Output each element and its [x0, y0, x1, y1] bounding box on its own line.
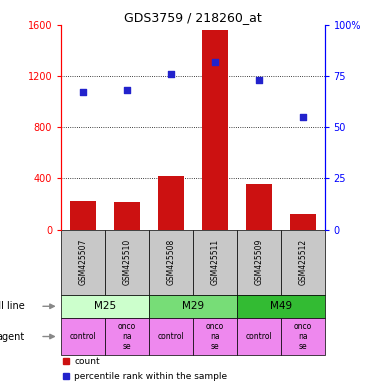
Text: M49: M49 [270, 301, 292, 311]
Text: GSM425507: GSM425507 [79, 239, 88, 285]
Point [168, 71, 174, 77]
Text: M25: M25 [94, 301, 116, 311]
Text: M29: M29 [182, 301, 204, 311]
Bar [114, 202, 140, 230]
Text: cell line: cell line [0, 301, 24, 311]
Text: GSM425511: GSM425511 [210, 239, 219, 285]
Title: GDS3759 / 218260_at: GDS3759 / 218260_at [124, 11, 262, 24]
Text: GSM425509: GSM425509 [254, 239, 263, 285]
Text: onco
na
se: onco na se [118, 322, 136, 351]
Point [300, 114, 306, 120]
Bar [289, 214, 316, 230]
Text: control: control [158, 332, 184, 341]
Bar [149, 230, 193, 295]
Bar [202, 30, 228, 230]
Bar [61, 318, 105, 355]
Point [256, 77, 262, 83]
Bar [237, 230, 281, 295]
Text: agent: agent [0, 331, 24, 341]
Bar [105, 230, 149, 295]
Bar [237, 318, 281, 355]
Text: GSM425510: GSM425510 [122, 239, 132, 285]
Bar [158, 177, 184, 230]
Text: control: control [70, 332, 96, 341]
Bar [281, 318, 325, 355]
Text: GSM425508: GSM425508 [167, 239, 175, 285]
Bar [193, 318, 237, 355]
Point [124, 88, 130, 94]
Bar [281, 230, 325, 295]
Text: percentile rank within the sample: percentile rank within the sample [75, 372, 227, 381]
Bar [105, 318, 149, 355]
Text: count: count [75, 356, 100, 366]
Bar [149, 318, 193, 355]
Text: onco
na
se: onco na se [293, 322, 312, 351]
Bar [149, 295, 237, 318]
Bar [246, 184, 272, 230]
Bar [61, 295, 149, 318]
Bar [193, 230, 237, 295]
Text: onco
na
se: onco na se [206, 322, 224, 351]
Text: GSM425512: GSM425512 [298, 239, 307, 285]
Bar [70, 202, 96, 230]
Bar [61, 230, 105, 295]
Bar [237, 295, 325, 318]
Point [212, 59, 218, 65]
Point [80, 89, 86, 96]
Text: control: control [245, 332, 272, 341]
